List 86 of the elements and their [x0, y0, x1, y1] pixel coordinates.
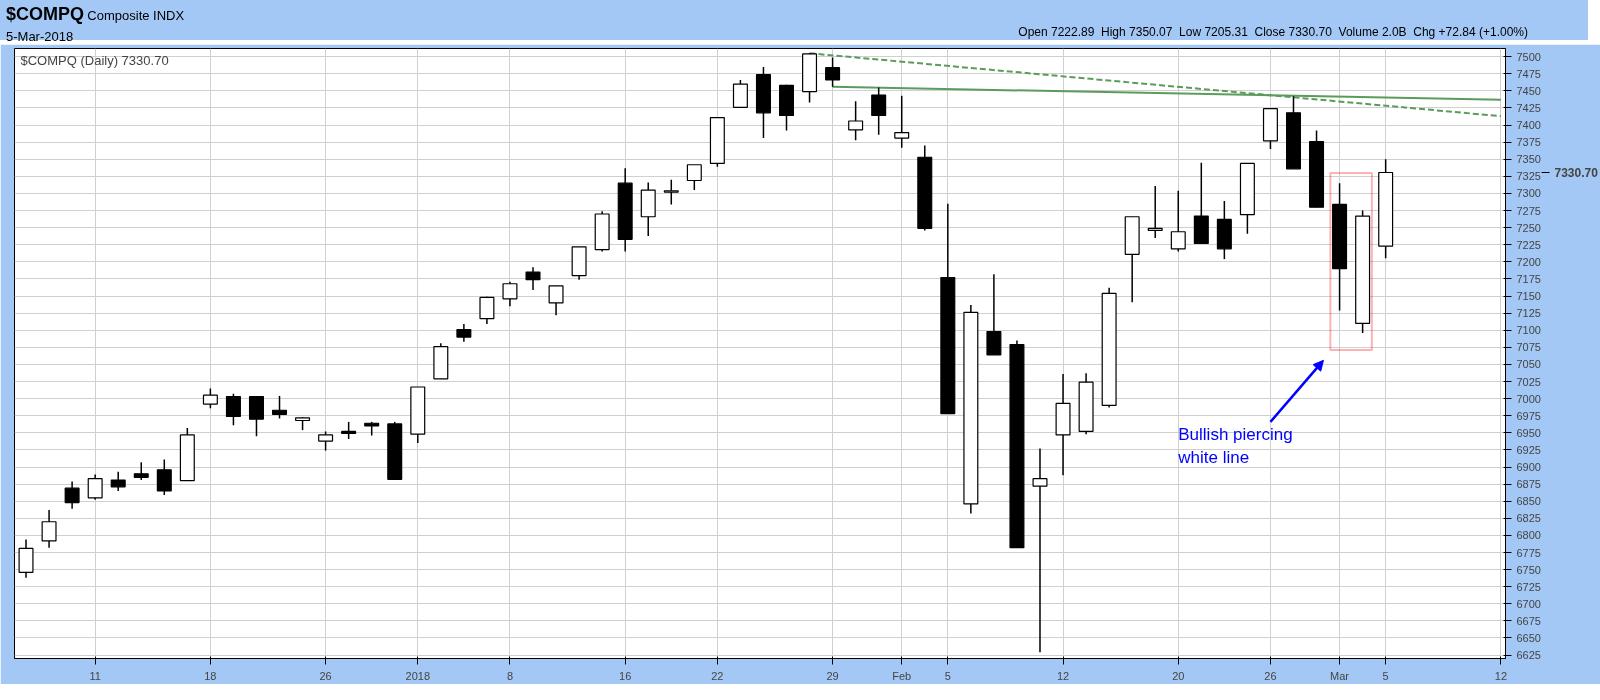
- x-tick-label: 18: [204, 669, 217, 682]
- x-tick-label: 5: [944, 669, 951, 682]
- y-tick-label: 6800: [1516, 529, 1541, 542]
- y-tick-label: 6650: [1516, 631, 1541, 644]
- candlestick: [202, 387, 218, 409]
- y-tick-label: 7300: [1516, 187, 1541, 200]
- y-tick-label: 7450: [1516, 84, 1541, 97]
- y-tick-label: 7375: [1516, 136, 1541, 149]
- candlestick: [686, 164, 702, 191]
- text: 7330.70: [1554, 165, 1599, 180]
- x-tick-label: 12: [1494, 669, 1508, 682]
- y-tick-label: 7025: [1516, 375, 1541, 388]
- candlestick: [525, 266, 541, 291]
- y-tick-label: 6750: [1516, 563, 1541, 576]
- x-tick-label: 11: [89, 669, 101, 682]
- y-tick-label: 7475: [1516, 67, 1541, 80]
- annotation: Bullish piercing white line: [1177, 425, 1293, 468]
- candlestick: [156, 458, 172, 496]
- x-tick-label: 12: [1056, 669, 1070, 682]
- candlestick: [1147, 185, 1163, 239]
- x-tick-label: Mar: [1330, 669, 1350, 682]
- y-tick-label: 6625: [1516, 649, 1541, 662]
- x-tick-label: 8: [506, 669, 514, 682]
- y-tick-label: 6925: [1516, 443, 1541, 456]
- x-tick-label: 29: [826, 669, 839, 682]
- chart-subtitle: Composite INDX: [87, 8, 185, 23]
- x-tick-label: 5: [1382, 669, 1389, 682]
- candlestick: [272, 395, 288, 420]
- candlestick: [64, 480, 80, 510]
- text: Open 7222.89 High 7350.07 Low 7205.31 Close 7330.70 Volume 2.0B Chg +72.84 (+1.00%): [1018, 24, 1528, 41]
- y-tick-label: 6825: [1516, 512, 1541, 525]
- y-tick-label: 7400: [1516, 119, 1541, 132]
- y-tick-label: 6850: [1516, 495, 1541, 508]
- y-tick-label: 6700: [1516, 597, 1541, 610]
- y-tick-label: 7000: [1516, 392, 1541, 405]
- y-tick-label: 7050: [1516, 358, 1541, 371]
- candlestick: [18, 538, 34, 579]
- y-tick-label: 7125: [1516, 307, 1541, 320]
- y-tick-label: 7225: [1516, 238, 1541, 251]
- candlestick: [110, 471, 126, 492]
- y-tick-label: 7250: [1516, 221, 1541, 234]
- y-tick-label: 7425: [1516, 102, 1541, 114]
- candlestick: [87, 473, 103, 501]
- y-tick-label: 7150: [1516, 290, 1541, 303]
- y-tick-label: 7275: [1516, 204, 1541, 217]
- candlestick: [986, 273, 1002, 356]
- text: 5-Mar-2018: [6, 28, 74, 44]
- candlestick: [479, 295, 495, 325]
- candlestick: [502, 280, 518, 308]
- x-tick-label: 16: [619, 669, 632, 682]
- x-tick-label: 22: [711, 669, 724, 682]
- y-tick-label: 6875: [1516, 478, 1541, 491]
- candlestick: [41, 509, 57, 549]
- candlestick: [225, 393, 241, 427]
- candlestick: [133, 461, 149, 481]
- y-tick-label: 6900: [1516, 461, 1541, 474]
- y-tick-label: 6950: [1516, 426, 1541, 439]
- y-tick-label: 6725: [1516, 580, 1541, 593]
- candlestick: [548, 285, 564, 316]
- y-tick-label: 6775: [1516, 546, 1541, 559]
- y-tick-label: 6675: [1516, 614, 1541, 627]
- candlestick: [663, 179, 679, 206]
- chart-title: $COMPQ: [6, 4, 85, 24]
- candlestick: [318, 430, 334, 452]
- y-tick-label: 7325: [1516, 170, 1541, 183]
- y-tick-label: 7075: [1516, 341, 1541, 354]
- candlestick: [248, 395, 264, 437]
- y-tick-label: 7350: [1516, 153, 1541, 166]
- candlestick: [1032, 447, 1048, 654]
- candlestick: [871, 86, 887, 136]
- x-tick-label: 26: [1264, 669, 1277, 682]
- y-tick-label: 7500: [1516, 50, 1541, 63]
- x-tick-label: 20: [1172, 669, 1185, 682]
- candlestick: [1170, 189, 1186, 253]
- candlestick: [732, 79, 748, 109]
- candlestick: [825, 56, 841, 88]
- y-tick-label: 7175: [1516, 272, 1541, 285]
- y-tick-label: 6975: [1516, 409, 1541, 422]
- annotation: $COMPQ (Daily) 7330.70: [20, 52, 169, 68]
- y-tick-label: 7200: [1516, 255, 1541, 268]
- y-tick-label: 7100: [1516, 324, 1541, 337]
- candlestick: [894, 94, 910, 149]
- x-tick-label: 2018: [405, 669, 431, 682]
- candlestick: [848, 100, 864, 141]
- x-tick-label: Feb: [892, 669, 912, 682]
- x-tick-label: 26: [319, 669, 332, 682]
